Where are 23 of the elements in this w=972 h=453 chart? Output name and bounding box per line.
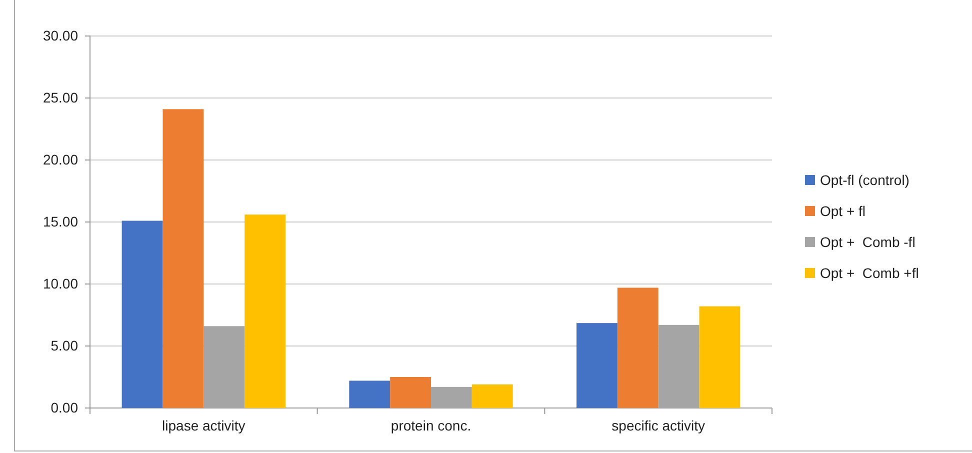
y-tick-label: 30.00 [42,27,78,44]
bar [244,214,286,408]
x-tick-label: specific activity [612,418,706,434]
legend-label: Opt + fl [820,202,866,219]
bar [349,380,390,408]
y-tick-label: 10.00 [42,275,78,292]
bar [617,288,658,408]
legend-label: Opt-fl (control) [820,172,910,188]
y-tick-label: 5.00 [50,337,78,354]
y-tick-label: 15.00 [42,213,78,230]
bar [122,220,163,408]
bar [472,384,513,408]
legend-label: Opt + Comb +fl [820,264,919,281]
x-tick-label: lipase activity [162,418,246,434]
bar [576,323,618,408]
y-tick-label: 25.00 [42,89,78,106]
bar [162,109,204,408]
y-tick-label: 0.00 [50,399,78,416]
legend-label: Opt + Comb -fl [820,234,916,250]
bar [390,377,431,408]
x-tick-label: protein conc. [390,418,472,434]
y-tick-label: 20.00 [42,151,78,168]
bar [699,306,740,408]
